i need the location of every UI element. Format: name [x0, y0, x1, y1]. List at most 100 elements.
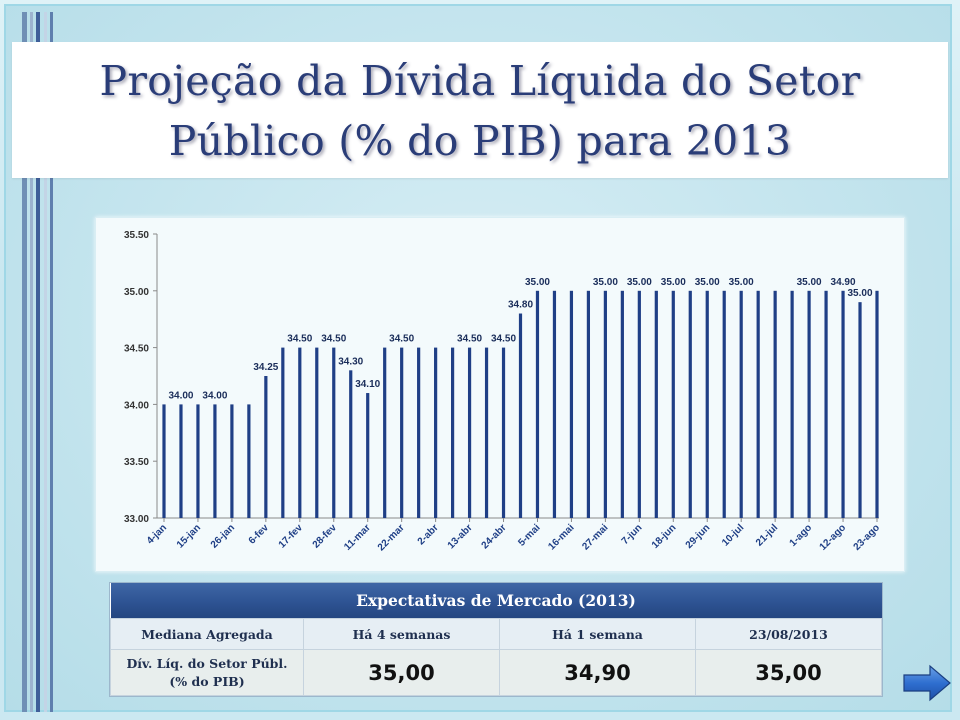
x-tick-label: 1-ago — [788, 522, 815, 549]
bar — [739, 290, 743, 518]
bar — [620, 290, 624, 518]
slide-title-line1: Projeção da Dívida Líquida do Setor — [99, 57, 861, 105]
decorative-stripe — [50, 12, 53, 712]
header-mediana: Mediana Agregada — [110, 618, 304, 650]
x-tick-label: 15-jan — [175, 522, 203, 550]
bar — [722, 290, 726, 518]
data-label: 34.50 — [389, 334, 414, 345]
bar — [366, 393, 370, 518]
data-label: 35.00 — [695, 277, 720, 288]
next-slide-button[interactable] — [902, 664, 952, 702]
bar — [841, 290, 845, 518]
bar — [434, 347, 438, 518]
x-tick-label: 29-jun — [684, 522, 713, 551]
x-tick-label: 4-jan — [145, 522, 169, 546]
x-tick-label: 17-fev — [277, 522, 306, 551]
data-label: 34.30 — [338, 356, 363, 367]
bar — [247, 404, 251, 518]
bar — [230, 404, 234, 518]
bar — [281, 347, 285, 518]
x-tick-label: 12-ago — [818, 522, 849, 553]
data-label: 35.00 — [593, 277, 618, 288]
decorative-stripe — [22, 12, 27, 712]
x-tick-label: 22-mar — [376, 522, 407, 553]
header-4-semanas: Há 4 semanas — [303, 618, 500, 650]
decorative-stripe — [44, 12, 47, 712]
x-tick-label: 21-jul — [754, 522, 780, 548]
data-label: 34.50 — [491, 334, 516, 345]
y-tick-label: 34.50 — [124, 344, 149, 355]
bar — [196, 404, 200, 518]
x-tick-label: 10-jul — [720, 522, 746, 548]
data-label: 34.50 — [287, 334, 312, 345]
market-expectations-table: Expectativas de Mercado (2013) Mediana A… — [109, 582, 883, 697]
data-label: 35.00 — [848, 288, 873, 299]
bar — [264, 376, 268, 518]
bar — [349, 370, 353, 518]
bar — [484, 347, 489, 518]
value-4-semanas: 35,00 — [303, 649, 500, 696]
bar — [298, 347, 302, 518]
slide-title: Projeção da Dívida Líquida do Setor Públ… — [12, 44, 948, 178]
bar — [824, 290, 828, 518]
bar — [637, 290, 641, 518]
bar — [162, 404, 166, 518]
data-label: 35.00 — [627, 277, 652, 288]
data-label: 34.90 — [831, 277, 856, 288]
x-tick-label: 23-ago — [852, 522, 883, 553]
bar — [315, 347, 319, 518]
bar — [552, 290, 557, 518]
bar — [603, 290, 607, 518]
bar — [875, 290, 879, 518]
bar — [383, 347, 387, 518]
x-tick-label: 2-abr — [416, 522, 441, 547]
data-label: 34.50 — [321, 334, 346, 345]
x-tick-label: 26-jan — [209, 522, 237, 550]
bar — [518, 313, 523, 518]
bar — [467, 347, 472, 518]
y-tick-label: 35.50 — [124, 230, 149, 241]
x-tick-label: 24-abr — [480, 522, 509, 551]
data-label: 35.00 — [729, 277, 754, 288]
x-tick-label: 6-fev — [247, 522, 272, 547]
x-tick-label: 27-mai — [580, 522, 610, 552]
data-label: 34.00 — [202, 390, 227, 401]
bar — [213, 404, 217, 518]
decorative-stripe — [30, 12, 33, 712]
bar — [773, 290, 777, 518]
x-tick-label: 5-mai — [516, 522, 542, 548]
bar — [654, 290, 658, 518]
x-tick-label: 16-mai — [546, 522, 576, 552]
data-label: 34.80 — [508, 300, 533, 311]
data-label: 34.10 — [355, 379, 380, 390]
bar — [569, 290, 574, 518]
header-1-semana: Há 1 semana — [499, 618, 696, 650]
decorative-stripe — [36, 12, 40, 712]
row-label-line2: (% do PIB) — [169, 673, 245, 689]
x-tick-label: 11-mar — [342, 522, 373, 553]
y-tick-label: 34.00 — [124, 400, 149, 411]
bar — [790, 290, 794, 518]
value-1-semana: 34,90 — [499, 649, 696, 696]
data-label: 34.50 — [457, 334, 482, 345]
data-label: 35.00 — [797, 277, 822, 288]
y-tick-label: 35.00 — [124, 287, 149, 298]
y-tick-label: 33.00 — [124, 514, 149, 525]
bar — [417, 347, 421, 518]
bar — [535, 290, 540, 518]
x-tick-label: 7-jun — [620, 522, 645, 547]
slide-title-line2: Público (% do PIB) para 2013 — [168, 117, 792, 165]
bar — [705, 290, 709, 518]
data-label: 34.25 — [253, 362, 278, 373]
bar — [501, 347, 506, 518]
x-tick-label: 18-jun — [650, 522, 679, 551]
header-date: 23/08/2013 — [695, 618, 882, 650]
table-title: Expectativas de Mercado (2013) — [110, 583, 882, 619]
row-label: Dív. Líq. do Setor Públ. (% do PIB) — [110, 649, 304, 696]
bar — [450, 347, 455, 518]
bar — [671, 290, 675, 518]
bar — [179, 404, 183, 518]
y-tick-label: 33.50 — [124, 457, 149, 468]
bar — [586, 290, 591, 518]
bar — [756, 290, 760, 518]
